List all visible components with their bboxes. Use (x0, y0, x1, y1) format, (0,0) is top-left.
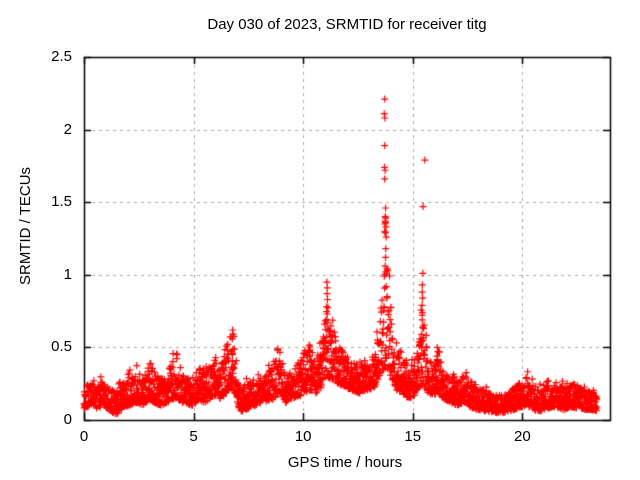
y-tick-label: 2.5 (51, 48, 72, 65)
x-axis-label: GPS time / hours (287, 454, 403, 471)
chart-title: Day 030 of 2023, SRMTID for receiver tit… (207, 16, 487, 33)
x-tick-label: 10 (294, 428, 312, 445)
y-tick-label: 0 (63, 411, 72, 428)
x-tick-label: 15 (404, 428, 422, 445)
x-tick-label: 5 (189, 428, 198, 445)
x-tick-label: 0 (79, 428, 89, 445)
x-tick-label: 20 (513, 428, 531, 445)
y-tick-label: 2 (63, 120, 72, 138)
y-tick-label: 1.5 (51, 193, 72, 211)
y-tick-label: 1 (63, 265, 72, 283)
y-tick-label: 0.5 (51, 338, 72, 356)
